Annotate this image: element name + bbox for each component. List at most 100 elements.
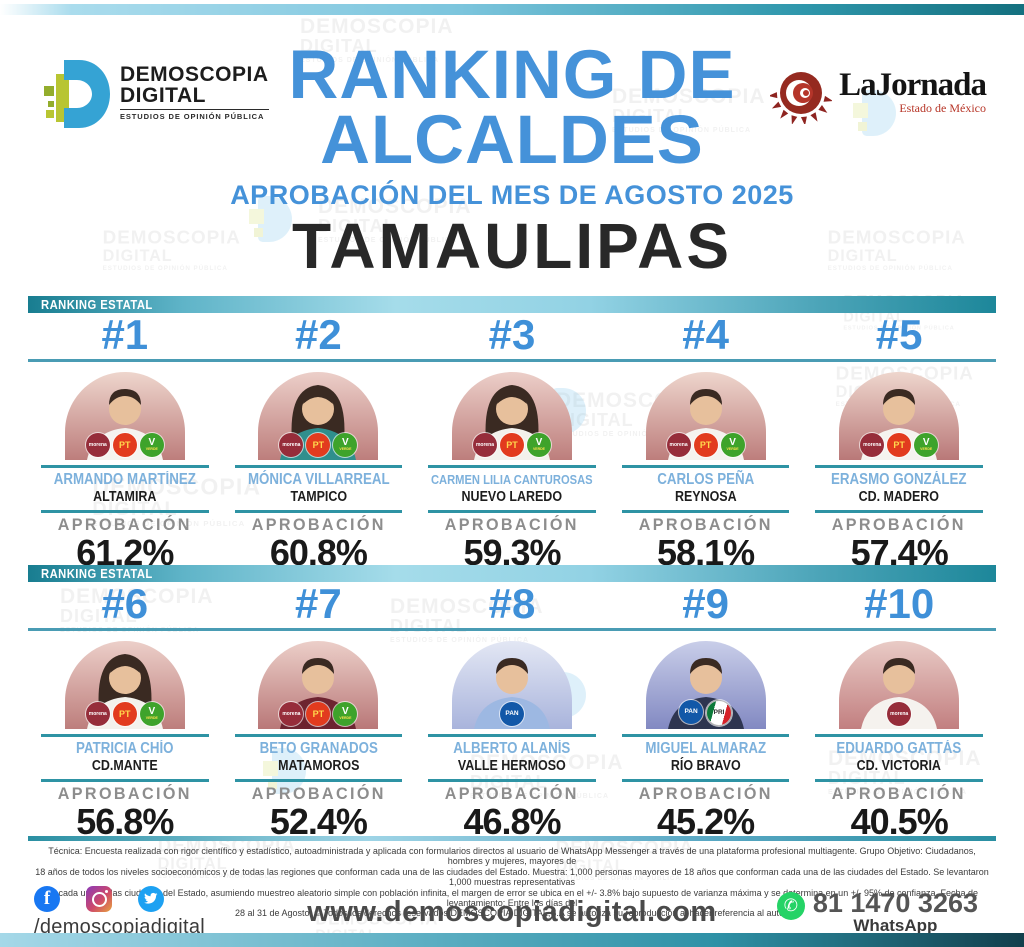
mayor-cards-row: #1 morena PT V VERDE ARMANDO MARTÍNEZ ALTAMIRA… bbox=[28, 313, 996, 571]
party-label: morena bbox=[282, 441, 301, 448]
party-logos: morena PT V VERDE bbox=[258, 433, 378, 457]
whatsapp-icon: ✆ bbox=[776, 892, 805, 920]
rank-number: #4 bbox=[682, 311, 729, 358]
mayor-photo: morena bbox=[839, 641, 960, 729]
party-logo-pt: PT bbox=[306, 702, 331, 726]
whatsapp-number: 81 1470 3263 bbox=[812, 888, 978, 918]
party-logos: PAN PRI bbox=[646, 700, 766, 726]
lajornada-sun-icon bbox=[770, 72, 833, 124]
fineprint-line: 28 al 31 de Agosto. © Todos los derechos… bbox=[234, 908, 790, 919]
party-logos: morena bbox=[839, 702, 959, 726]
approval-label: APROBACIÓN bbox=[57, 784, 192, 803]
mayor-name: MÓNICA VILLARREAL bbox=[247, 471, 390, 488]
section-bottom-divider bbox=[28, 836, 996, 841]
mayor-portrait bbox=[451, 641, 572, 729]
party-logo-morena: morena bbox=[666, 433, 691, 457]
party-label: PAN bbox=[505, 709, 519, 717]
divider bbox=[234, 779, 403, 782]
party-logos: morena PT V VERDE bbox=[258, 702, 378, 726]
divider bbox=[428, 465, 596, 468]
divider bbox=[621, 510, 790, 513]
fineprint-line: Técnica: Encuesta realizada con rigor ci… bbox=[48, 846, 976, 867]
divider bbox=[41, 734, 209, 737]
mayor-city: CD. VICTORIA bbox=[857, 758, 942, 774]
party-label: morena bbox=[669, 441, 688, 448]
mayor-card: #7 morena PT V VERDE BETO GRANADOS MATAMOROS AP… bbox=[221, 580, 416, 842]
party-logo-pt: PT bbox=[693, 433, 718, 457]
rank-number: #1 bbox=[101, 311, 149, 358]
divider bbox=[815, 734, 983, 737]
approval-value: 52.4% bbox=[269, 801, 368, 842]
mayor-photo: morena PT V VERDE bbox=[645, 372, 766, 460]
divider bbox=[428, 779, 596, 782]
party-label: morena bbox=[88, 441, 107, 448]
divider bbox=[41, 510, 209, 513]
mayor-photo: PAN PRI bbox=[645, 641, 766, 729]
rank-number: #10 bbox=[864, 580, 935, 627]
rank-number: #6 bbox=[101, 580, 149, 627]
rank-number: #3 bbox=[488, 311, 536, 358]
party-sublabel: VERDE bbox=[145, 447, 158, 452]
mayor-city: REYNOSA bbox=[674, 489, 737, 505]
mayor-photo: morena PT V VERDE bbox=[451, 372, 572, 460]
mayor-cards-row: #6 morena PT V VERDE PATRICIA CHÍO CD.MANTE APR… bbox=[28, 582, 996, 840]
rank-underline bbox=[608, 359, 803, 362]
fineprint-line: 18 años de todos los niveles socioeconóm… bbox=[35, 866, 989, 888]
approval-label: APROBACIÓN bbox=[251, 784, 386, 803]
divider bbox=[234, 734, 403, 737]
party-label: PT bbox=[119, 708, 131, 719]
rank-underline bbox=[608, 628, 803, 631]
party-label: PT bbox=[699, 439, 712, 450]
whatsapp-label: WhatsApp bbox=[853, 916, 938, 935]
party-sublabel: VERDE bbox=[726, 447, 739, 452]
divider bbox=[815, 779, 983, 782]
party-logo-verde: V VERDE bbox=[914, 433, 939, 457]
instagram-flash-dot bbox=[105, 890, 108, 893]
rank-number: #2 bbox=[295, 311, 342, 358]
party-logo-morena: morena bbox=[887, 702, 912, 726]
party-label: PT bbox=[312, 439, 325, 450]
mayor-card: #4 morena PT V VERDE CARLOS PEÑA REYNOSA APROBA… bbox=[608, 311, 803, 571]
approval-label: APROBACIÓN bbox=[832, 784, 967, 803]
mayor-city: ALTAMIRA bbox=[93, 489, 157, 505]
rank-number: #7 bbox=[295, 580, 342, 627]
lajornada-text: LaJornada Estado de México bbox=[839, 69, 987, 116]
main-title-line2: ALCALDES bbox=[320, 101, 704, 178]
party-label: PT bbox=[312, 708, 325, 719]
party-label: V bbox=[148, 706, 156, 718]
party-logos: morena PT V VERDE bbox=[65, 702, 185, 726]
party-sublabel: VERDE bbox=[920, 447, 933, 452]
rank-number: #9 bbox=[682, 580, 729, 627]
mayor-city: CD. MADERO bbox=[858, 489, 940, 505]
rank-underline bbox=[802, 359, 996, 362]
whatsapp-text: 81 1470 3263 WhatsApp bbox=[813, 890, 978, 935]
party-logo-morena: morena bbox=[279, 433, 304, 457]
demoscopia-logo-text: DEMOSCOPIA DIGITAL ESTUDIOS DE OPINIÓN P… bbox=[120, 58, 269, 121]
party-label: PT bbox=[893, 439, 905, 450]
divider bbox=[621, 734, 790, 737]
party-label: V bbox=[535, 437, 543, 449]
rank-underline bbox=[28, 359, 222, 362]
mayor-card: #3 morena PT V VERDE CARMEN LILIA CANTUROSAS N… bbox=[415, 313, 609, 571]
mayor-name: ERASMO GONZÁLEZ bbox=[831, 471, 967, 488]
social-icons: f bbox=[34, 886, 234, 912]
divider bbox=[621, 465, 790, 468]
divider bbox=[815, 465, 983, 468]
party-logo-morena: morena bbox=[472, 433, 497, 457]
mayor-city: MATAMOROS bbox=[277, 758, 360, 774]
ranking-section: RANKING ESTATAL #1 morena PT V VERDE ARMANDO M… bbox=[28, 296, 996, 571]
mayor-name: MIGUEL ALMARAZ bbox=[645, 740, 766, 757]
divider bbox=[234, 510, 403, 513]
party-logo-pt: PT bbox=[112, 702, 137, 726]
brand-tagline: ESTUDIOS DE OPINIÓN PÚBLICA bbox=[120, 109, 269, 121]
section-band-label: RANKING ESTATAL bbox=[41, 297, 153, 312]
facebook-icon: f bbox=[34, 886, 60, 912]
rank-underline bbox=[221, 628, 416, 631]
party-label: morena bbox=[863, 441, 882, 448]
party-logo-verde: V VERDE bbox=[333, 702, 358, 726]
mayor-name: CARMEN LILIA CANTUROSAS bbox=[431, 472, 593, 487]
party-logo-verde: V VERDE bbox=[526, 433, 551, 457]
top-accent-bar bbox=[0, 4, 1024, 15]
party-logos: PAN bbox=[452, 702, 572, 726]
party-logo-morena: morena bbox=[85, 433, 110, 457]
